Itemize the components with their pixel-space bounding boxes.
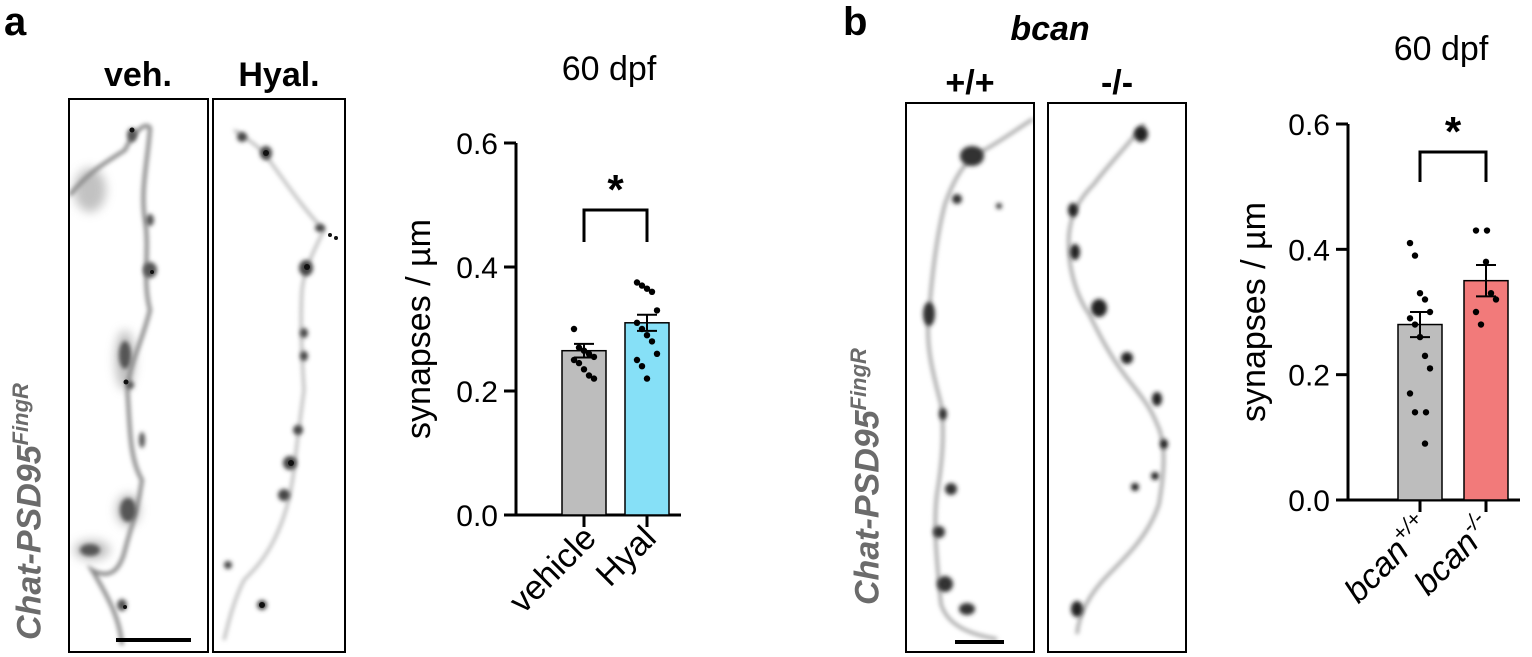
chart-a-point (638, 325, 646, 333)
chart-b-point (1477, 321, 1485, 328)
chart-a-point (648, 288, 656, 295)
image-label-wildtype: +/+ (945, 64, 995, 102)
chart-a-ytick-label: 0.0 (456, 500, 498, 533)
chart-b-point (1482, 258, 1490, 266)
chart-b-point (1483, 227, 1491, 234)
chart-a-ytick-label: 0.4 (456, 252, 498, 285)
chart-a-point (590, 353, 598, 361)
panel-a-letter: a (4, 0, 27, 44)
chart-b-point (1406, 315, 1414, 322)
chart-b-point (1411, 252, 1419, 259)
micrograph-hyal (212, 98, 346, 653)
chart-a-point (638, 363, 646, 370)
chart-b-ytick-label: 0.2 (1288, 360, 1330, 393)
chart-a-ylabel: synapses / µm (400, 219, 438, 439)
chart-b-point (1492, 296, 1500, 303)
chart-a-sig-bracket (582, 208, 649, 242)
image-label-vehicle: veh. (103, 56, 173, 94)
panel-b-reporter-label: Chat-PSD95FingR (846, 348, 887, 605)
chart-a-point (575, 359, 583, 367)
chart-a-bar-0 (561, 349, 607, 516)
panel-b-gene-label: bcan (1010, 10, 1090, 48)
chart-a-point (580, 366, 588, 373)
chart-a-point (653, 307, 661, 314)
chart-a: 60 dpf 0.0 0.2 0.4 0.6 synapses / µm vehicleH… (400, 50, 681, 620)
chart-b-ytick-label: 0.4 (1288, 234, 1330, 267)
chart-a-point (643, 375, 651, 382)
chart-a-point (580, 347, 588, 354)
chart-a-point (648, 338, 656, 345)
panel-b-reporter-name: Chat-PSD95 (848, 410, 887, 605)
micrograph-mutant (1047, 102, 1187, 653)
chart-a-point (653, 350, 661, 357)
micrograph-vehicle (68, 98, 209, 653)
chart-b-point (1406, 390, 1414, 397)
chart-b-xtick-label-0: bcan+/+ (1334, 506, 1438, 610)
chart-b-point (1411, 321, 1419, 328)
chart-a-point (590, 375, 598, 382)
chart-b-sig-star: * (1445, 108, 1462, 155)
panel-b-reporter-sup: FingR (846, 348, 871, 411)
chart-a-point (633, 356, 641, 364)
chart-a-point (643, 285, 651, 292)
chart-a-title: 60 dpf (562, 50, 657, 88)
chart-a-point (570, 356, 578, 364)
chart-b-point (1472, 308, 1480, 316)
chart-b-ytick-label: 0.6 (1288, 109, 1330, 142)
chart-a-point (570, 325, 578, 333)
chart-b-point (1422, 409, 1430, 416)
chart-a-point (638, 282, 646, 289)
chart-b-point (1421, 352, 1429, 360)
chart-b-point (1426, 308, 1434, 316)
chart-a-ytick-label: 0.6 (456, 128, 498, 161)
micrograph-wildtype (905, 102, 1035, 653)
chart-b-point (1406, 239, 1414, 247)
panel-a-reporter-name: Chat-PSD95 (10, 445, 49, 640)
chart-b-point (1416, 333, 1424, 341)
panel-a-reporter-sup: FingR (8, 383, 33, 446)
panel-b-letter: b (843, 0, 868, 44)
chart-b-sig-bracket (1418, 150, 1488, 182)
chart-a-point (643, 332, 651, 339)
chart-a-point (633, 319, 641, 326)
chart-b-point (1416, 290, 1424, 297)
chart-b-bar-0 (1397, 323, 1443, 501)
panel-a-reporter-label: Chat-PSD95FingR (8, 383, 49, 640)
chart-a-xtick-label-1: Hyal (589, 519, 664, 594)
chart-a-sig-star: * (607, 166, 624, 213)
image-label-mutant: -/- (1100, 64, 1134, 102)
chart-b-bar-1 (1463, 279, 1509, 501)
chart-b-point (1421, 296, 1429, 303)
chart-b-ylabel: synapses / µm (1235, 202, 1273, 422)
chart-b-ytick-label: 0.0 (1288, 485, 1330, 518)
chart-a-bar-1 (624, 322, 670, 516)
chart-a-point (575, 344, 583, 351)
chart-a-ytick-label: 0.2 (456, 376, 498, 409)
chart-b-title: 60 dpf (1394, 30, 1489, 68)
chart-b-point (1487, 290, 1495, 297)
chart-b-point (1411, 409, 1419, 416)
image-label-hyal: Hyal. (238, 56, 320, 94)
chart-a-point (585, 372, 593, 379)
chart-b-point (1426, 365, 1434, 372)
chart-b-point (1472, 227, 1480, 234)
chart-a-point (585, 350, 593, 357)
chart-b-point (1421, 440, 1429, 447)
chart-a-xtick-label-0: vehicle (502, 519, 604, 621)
chart-a-point (633, 279, 641, 286)
